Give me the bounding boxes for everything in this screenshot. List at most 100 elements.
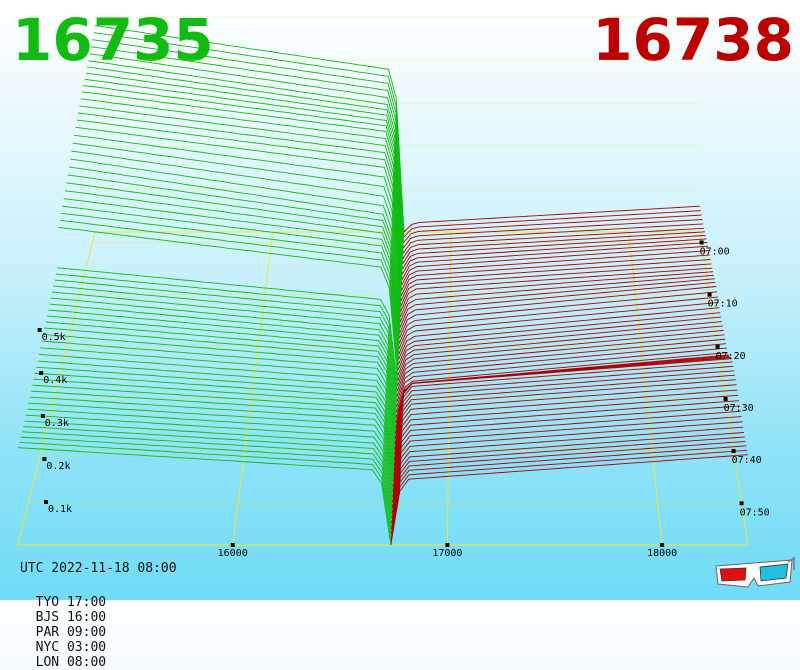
ask-depth-line (403, 214, 702, 243)
bid-depth-line (80, 98, 402, 291)
bid-depth-line (27, 408, 393, 508)
ask-depth-line (402, 223, 704, 254)
depth-tick-label: 0.4k (43, 375, 67, 386)
ask-depth-line (399, 278, 715, 328)
bid-depth-line (23, 426, 393, 524)
ask-depth-line (397, 325, 723, 381)
ask-depth-line (397, 316, 722, 371)
bid-depth-line (46, 315, 397, 429)
depth-tick (44, 500, 48, 504)
bid-depth-line (20, 436, 392, 535)
ask-depth-line (394, 361, 733, 445)
bid-depth-line (55, 273, 398, 392)
price-gridline (628, 231, 663, 546)
ask-price: 16738 (592, 6, 794, 74)
bid-depth-line (74, 134, 401, 317)
bid-depth-line (49, 303, 397, 418)
price-tick-label: 16000 (218, 548, 248, 559)
ask-depth-line (400, 254, 710, 296)
ask-depth-line (401, 250, 709, 291)
ask-depth-line (399, 274, 714, 323)
bid-depth-line (29, 396, 394, 498)
time-tick-label: 07:30 (724, 403, 754, 414)
ask-depth-line (396, 347, 727, 408)
ask-depth-line (391, 440, 746, 530)
bid-depth-line (38, 353, 395, 461)
depth-tick (42, 457, 47, 461)
bid-depth-line (93, 32, 405, 238)
bid-depth-line (94, 25, 405, 233)
bid-depth-line (76, 119, 402, 307)
bid-depth-line (75, 126, 402, 312)
time-tick (739, 501, 744, 506)
timezone-tyo: TYO 17:00 (35, 595, 107, 610)
ask-depth-line (397, 329, 724, 387)
bid-depth-line (24, 420, 393, 519)
bid-depth-line (40, 347, 396, 455)
depth-tick-label: 0.2k (46, 461, 70, 472)
bid-depth-line (32, 384, 394, 487)
bid-depth-line (91, 46, 404, 248)
ask-depth-line (391, 421, 743, 508)
price-tick (660, 543, 665, 547)
depth-tick (39, 371, 44, 375)
ask-depth-line (403, 205, 701, 233)
bid-depth-line (21, 431, 392, 530)
ask-depth-line (393, 374, 736, 461)
time-tick-label: 07:50 (740, 507, 770, 518)
bid-depth-line (44, 327, 396, 439)
bid-depth-line (41, 340, 396, 450)
bid-depth-line (62, 205, 399, 365)
bid-depth-line (92, 39, 404, 243)
ask-depth-line (396, 338, 726, 397)
bid-depth-line (64, 190, 400, 355)
time-tick-label: 07:10 (708, 299, 738, 310)
depth-tick (37, 328, 42, 332)
ask-depth-line (393, 379, 736, 466)
ask-depth-line (400, 259, 711, 302)
bid-depth-line (68, 166, 400, 339)
bid-depth-line (81, 91, 403, 286)
3d-glasses-icon[interactable] (714, 556, 796, 592)
ask-depth-line (391, 432, 744, 519)
bid-depth-line (54, 279, 398, 397)
time-tick-label: 07:00 (700, 246, 730, 257)
ask-depth-line (396, 343, 727, 402)
ask-depth-line (398, 307, 720, 360)
time-tick-label: 07:20 (716, 351, 746, 362)
timezone-par: PAR 09:00 (35, 625, 107, 640)
bid-depth-line (85, 72, 403, 270)
bid-depth-line (72, 142, 401, 323)
bid-depth-line (36, 366, 395, 471)
ask-depth-line (393, 394, 739, 482)
ask-depth-line (392, 400, 740, 487)
bid-depth-line (83, 85, 403, 280)
bid-depth-line (77, 112, 402, 301)
ask-depth-line (402, 227, 705, 259)
bid-depth-line (87, 66, 404, 264)
ask-depth-line (390, 449, 748, 540)
bid-depth-line (47, 309, 397, 424)
bid-depth-line (88, 60, 404, 259)
bid-depth-line (66, 182, 400, 349)
ask-depth-line (403, 210, 701, 238)
ask-depth-line (394, 365, 734, 450)
ask-depth-line (391, 426, 744, 514)
ask-depth-line (390, 445, 747, 535)
ask-depth-line (402, 231, 705, 265)
bid-depth-line (45, 321, 396, 434)
bid-depth-line (58, 226, 399, 381)
bid-depth-line (42, 333, 396, 445)
bid-price: 16735 (12, 6, 214, 74)
time-tick (715, 344, 720, 349)
ask-depth-line (401, 242, 708, 280)
ask-depth-line (398, 312, 721, 365)
bid-depth-line (71, 150, 401, 328)
time-tick (699, 240, 704, 245)
utc-timestamp: UTC 2022-11-18 08:00 (20, 561, 177, 576)
bid-depth-line (19, 441, 392, 540)
bid-depth-line (89, 53, 404, 254)
ask-depth-line (394, 358, 732, 439)
ask-depth-line (399, 286, 717, 339)
time-tick-label: 07:40 (732, 455, 762, 466)
